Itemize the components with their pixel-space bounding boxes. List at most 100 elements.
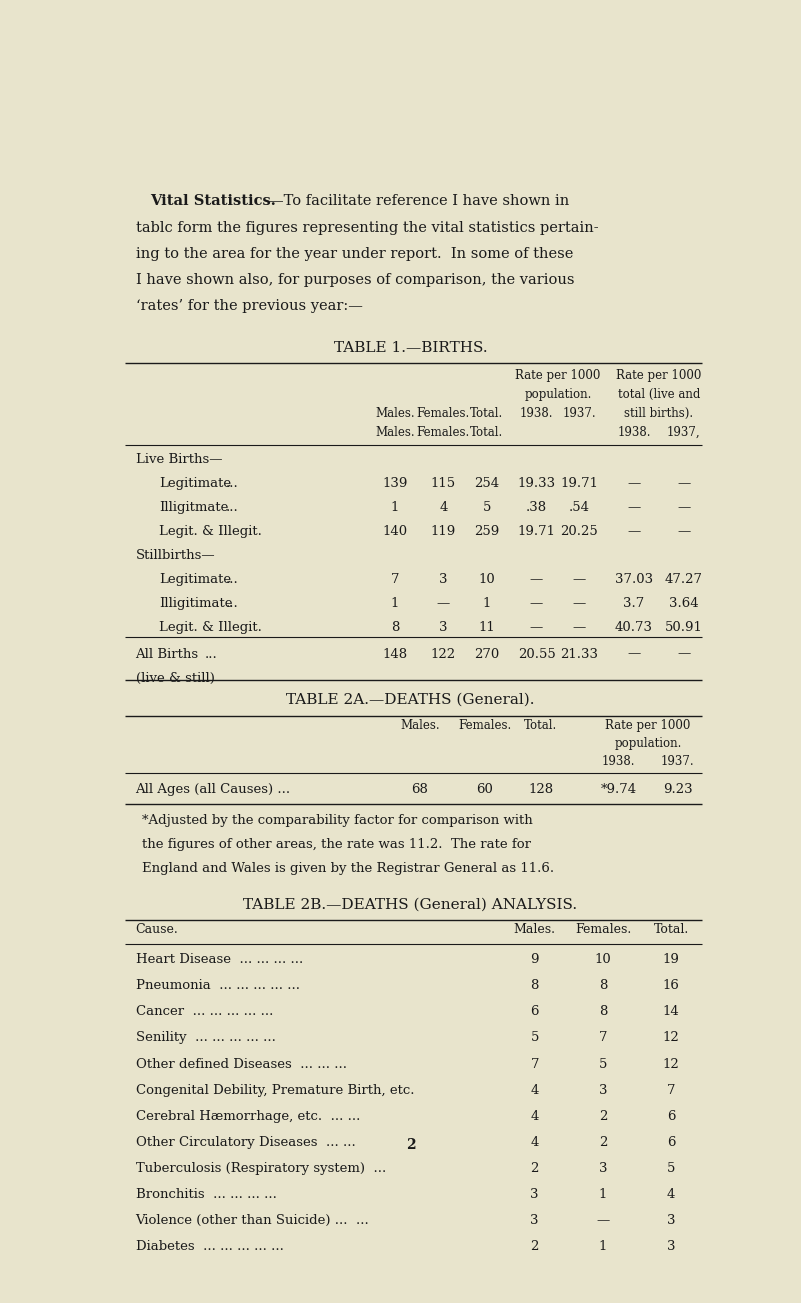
Text: ...: ... <box>226 573 239 586</box>
Text: Legitimate: Legitimate <box>159 573 231 586</box>
Text: 3: 3 <box>598 1084 607 1097</box>
Text: 19.71: 19.71 <box>517 525 556 538</box>
Text: Males.: Males. <box>375 407 415 420</box>
Text: TABLE 1.—BIRTHS.: TABLE 1.—BIRTHS. <box>334 340 487 354</box>
Text: TABLE 2A.—DEATHS (General).: TABLE 2A.—DEATHS (General). <box>286 693 535 708</box>
Text: —: — <box>627 477 641 490</box>
Text: 2: 2 <box>530 1240 539 1253</box>
Text: 37.03: 37.03 <box>615 573 653 586</box>
Text: Illigitimate: Illigitimate <box>159 597 232 610</box>
Text: —: — <box>677 648 690 661</box>
Text: 2: 2 <box>530 1162 539 1175</box>
Text: population.: population. <box>525 388 592 401</box>
Text: —: — <box>677 525 690 538</box>
Text: 2: 2 <box>599 1110 607 1123</box>
Text: total (live and: total (live and <box>618 388 700 401</box>
Text: 4: 4 <box>667 1188 675 1201</box>
Text: 40.73: 40.73 <box>615 622 653 635</box>
Text: Rate per 1000: Rate per 1000 <box>606 719 690 732</box>
Text: All Ages (all Causes) ...: All Ages (all Causes) ... <box>135 783 291 796</box>
Text: Males.: Males. <box>400 719 440 732</box>
Text: Rate per 1000: Rate per 1000 <box>515 369 601 382</box>
Text: 12: 12 <box>663 1058 679 1071</box>
Text: —: — <box>677 477 690 490</box>
Text: Rate per 1000: Rate per 1000 <box>616 369 702 382</box>
Text: tablc form the figures representing the vital statistics pertain-: tablc form the figures representing the … <box>135 220 598 235</box>
Text: still births).: still births). <box>624 407 694 420</box>
Text: 270: 270 <box>474 648 500 661</box>
Text: 1937.: 1937. <box>562 407 596 420</box>
Text: 3: 3 <box>439 573 448 586</box>
Text: 1: 1 <box>391 597 399 610</box>
Text: 20.25: 20.25 <box>561 525 598 538</box>
Text: Congenital Debility, Premature Birth, etc.: Congenital Debility, Premature Birth, et… <box>135 1084 414 1097</box>
Text: population.: population. <box>614 737 682 751</box>
Text: Diabetes  ... ... ... ... ...: Diabetes ... ... ... ... ... <box>135 1240 284 1253</box>
Text: 7: 7 <box>598 1032 607 1045</box>
Text: 1938.: 1938. <box>520 407 553 420</box>
Text: 4: 4 <box>530 1110 539 1123</box>
Text: (live & still): (live & still) <box>135 671 215 684</box>
Text: Females.: Females. <box>458 719 512 732</box>
Text: 122: 122 <box>431 648 456 661</box>
Text: 8: 8 <box>391 622 399 635</box>
Text: 3.7: 3.7 <box>623 597 645 610</box>
Text: 16: 16 <box>662 980 680 993</box>
Text: 9.23: 9.23 <box>662 783 692 796</box>
Text: Vital Statistics.: Vital Statistics. <box>150 194 276 208</box>
Text: 1937.: 1937. <box>661 756 694 769</box>
Text: —: — <box>573 622 586 635</box>
Text: ‘rates’ for the previous year:—: ‘rates’ for the previous year:— <box>135 298 362 313</box>
Text: 1: 1 <box>599 1240 607 1253</box>
Text: 20.55: 20.55 <box>517 648 555 661</box>
Text: —: — <box>530 597 543 610</box>
Text: Tuberculosis (Respiratory system)  ...: Tuberculosis (Respiratory system) ... <box>135 1162 386 1175</box>
Text: 5: 5 <box>599 1058 607 1071</box>
Text: Violence (other than Suicide) ...  ...: Violence (other than Suicide) ... ... <box>135 1214 369 1227</box>
Text: Males.: Males. <box>513 923 556 936</box>
Text: Bronchitis  ... ... ... ...: Bronchitis ... ... ... ... <box>135 1188 276 1201</box>
Text: Illigitmate: Illigitmate <box>159 502 228 515</box>
Text: —: — <box>677 502 690 515</box>
Text: the figures of other areas, the rate was 11.2.  The rate for: the figures of other areas, the rate was… <box>143 838 531 851</box>
Text: 6: 6 <box>667 1136 675 1149</box>
Text: 3.64: 3.64 <box>669 597 698 610</box>
Text: Live Births—: Live Births— <box>135 453 222 466</box>
Text: .38: .38 <box>526 502 547 515</box>
Text: 4: 4 <box>439 502 448 515</box>
Text: 5: 5 <box>483 502 491 515</box>
Text: Cerebral Hæmorrhage, etc.  ... ...: Cerebral Hæmorrhage, etc. ... ... <box>135 1110 360 1123</box>
Text: 4: 4 <box>530 1136 539 1149</box>
Text: 12: 12 <box>663 1032 679 1045</box>
Text: Senility  ... ... ... ... ...: Senility ... ... ... ... ... <box>135 1032 276 1045</box>
Text: Females.: Females. <box>417 407 470 420</box>
Text: 128: 128 <box>529 783 553 796</box>
Text: 2: 2 <box>599 1136 607 1149</box>
Text: Legit. & Illegit.: Legit. & Illegit. <box>159 622 262 635</box>
Text: Females.: Females. <box>575 923 631 936</box>
Text: 7: 7 <box>530 1058 539 1071</box>
Text: 1: 1 <box>391 502 399 515</box>
Text: 119: 119 <box>431 525 456 538</box>
Text: 50.91: 50.91 <box>665 622 702 635</box>
Text: 6: 6 <box>530 1006 539 1019</box>
Text: 3: 3 <box>530 1188 539 1201</box>
Text: 5: 5 <box>530 1032 539 1045</box>
Text: 1: 1 <box>483 597 491 610</box>
Text: 3: 3 <box>667 1240 675 1253</box>
Text: —: — <box>530 573 543 586</box>
Text: 7: 7 <box>667 1084 675 1097</box>
Text: 19: 19 <box>662 954 680 967</box>
Text: Females.: Females. <box>417 426 470 439</box>
Text: I have shown also, for purposes of comparison, the various: I have shown also, for purposes of compa… <box>135 272 574 287</box>
Text: —: — <box>437 597 450 610</box>
Text: Total.: Total. <box>470 407 504 420</box>
Text: —: — <box>596 1214 610 1227</box>
Text: —: — <box>573 597 586 610</box>
Text: —To facilitate reference I have shown in: —To facilitate reference I have shown in <box>269 194 570 208</box>
Text: Legit. & Illegit.: Legit. & Illegit. <box>159 525 262 538</box>
Text: 259: 259 <box>474 525 500 538</box>
Text: *Adjusted by the comparability factor for comparison with: *Adjusted by the comparability factor fo… <box>143 814 533 826</box>
Text: 140: 140 <box>382 525 408 538</box>
Text: 19.33: 19.33 <box>517 477 556 490</box>
